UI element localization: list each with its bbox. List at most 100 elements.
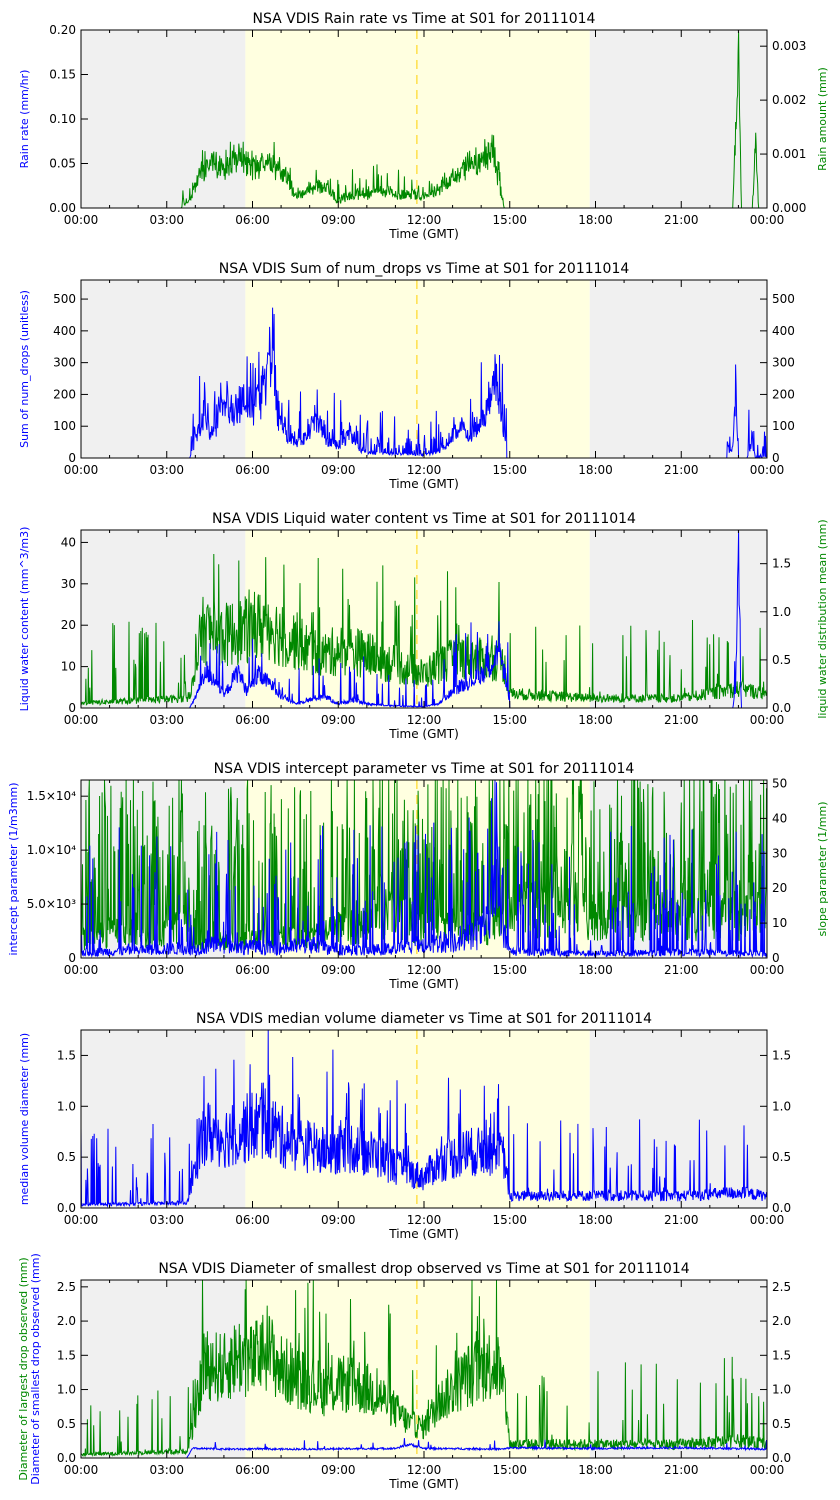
y-left-tick-label: 400 — [53, 324, 76, 338]
y-left-tick-label: 2.5 — [57, 1280, 76, 1294]
y-right-tick-label: 200 — [772, 387, 795, 401]
chart-panel-4: 00:00 03:00 06:00 09:00 12:00 15:00 18:00 21:00… — [7, 761, 829, 991]
y-right-tick-label: 40 — [772, 811, 787, 825]
x-tick-label: 06:00 — [235, 1463, 270, 1477]
y-right-tick-label: 100 — [772, 419, 795, 433]
y-left-tick-label: 0 — [68, 701, 76, 715]
series-line-1 — [80, 1029, 768, 1208]
chart-title: NSA VDIS median volume diameter vs Time … — [196, 1011, 652, 1027]
x-tick-label: 12:00 — [407, 1463, 442, 1477]
x-tick-label: 00:00 — [750, 463, 785, 477]
y-right-tick-label: 400 — [772, 324, 795, 338]
y-right-title: liquid water distribution mean (mm) — [816, 519, 829, 718]
y-left-title: intercept parameter (1/m3mm) — [7, 783, 20, 956]
y-left-tick-label: 100 — [53, 419, 76, 433]
x-tick-label: 15:00 — [492, 713, 527, 727]
chart-panel-3: 00:00 03:00 06:00 09:00 12:00 15:00 18:00 21:00… — [18, 511, 829, 741]
x-tick-label: 18:00 — [578, 213, 613, 227]
y-left-tick-label: 300 — [53, 356, 76, 370]
y-right-tick-label: 30 — [772, 846, 787, 860]
y-right-tick-label: 2.5 — [772, 1280, 791, 1294]
series-line-2 — [80, 779, 768, 959]
y-right-tick-label: 2.0 — [772, 1314, 791, 1328]
chart-title: NSA VDIS Liquid water content vs Time at… — [212, 511, 636, 527]
series-line-2 — [81, 1438, 768, 1459]
chart-panel-1: 00:00 03:00 06:00 09:00 12:00 15:00 18:00 21:00… — [18, 11, 829, 241]
y-right-tick-label: 500 — [772, 292, 795, 306]
x-tick-label: 21:00 — [664, 1213, 699, 1227]
night-shade-morning — [81, 30, 246, 208]
x-tick-label: 00:00 — [750, 713, 785, 727]
x-axis-title: Time (GMT) — [388, 477, 459, 491]
x-tick-label: 21:00 — [664, 713, 699, 727]
y-left-tick-label: 500 — [53, 292, 76, 306]
y-left-tick-label: 0.20 — [49, 23, 76, 37]
series-line-1 — [80, 1279, 768, 1458]
y-left-tick-label: 0.5 — [57, 1417, 76, 1431]
y-left-tick-label: 30 — [61, 577, 76, 591]
chart-title: NSA VDIS Diameter of smallest drop obser… — [158, 1261, 689, 1277]
night-shade-morning — [81, 1030, 246, 1208]
x-tick-label: 15:00 — [492, 1213, 527, 1227]
x-tick-label: 06:00 — [235, 963, 270, 977]
x-tick-label: 00:00 — [750, 1463, 785, 1477]
y-left-tick-label: 0.10 — [49, 112, 76, 126]
y-right-tick-label: 1.5 — [772, 1348, 791, 1362]
night-shade-evening — [589, 1280, 767, 1458]
x-tick-label: 00:00 — [64, 213, 99, 227]
y-right-tick-label: 0.003 — [772, 39, 806, 53]
series-line-1 — [80, 779, 768, 952]
x-axis-title: Time (GMT) — [388, 1227, 459, 1241]
x-tick-label: 06:00 — [235, 213, 270, 227]
chart-title: NSA VDIS Sum of num_drops vs Time at S01… — [219, 261, 630, 277]
x-tick-label: 12:00 — [407, 713, 442, 727]
chart-panel-6: 00:00 03:00 06:00 09:00 12:00 15:00 18:00 21:00… — [17, 1253, 791, 1491]
x-tick-label: 00:00 — [64, 963, 99, 977]
y-right-tick-label: 0 — [772, 951, 780, 965]
x-tick-label: 03:00 — [149, 963, 184, 977]
night-shade-morning — [81, 1280, 246, 1458]
y-left-tick-label: 200 — [53, 387, 76, 401]
x-tick-label: 18:00 — [578, 1463, 613, 1477]
y-left-title: median volume diameter (mm) — [18, 1033, 31, 1205]
y-right-tick-label: 0.0 — [772, 701, 791, 715]
x-tick-label: 18:00 — [578, 463, 613, 477]
x-tick-label: 15:00 — [492, 1463, 527, 1477]
x-tick-label: 00:00 — [750, 1213, 785, 1227]
x-tick-label: 18:00 — [578, 963, 613, 977]
y-left-title: Liquid water content (mm^3/m3) — [18, 527, 31, 712]
night-shade-evening — [589, 1030, 767, 1208]
y-right-title: slope parameter (1/mm) — [816, 801, 829, 936]
y-right-tick-label: 10 — [772, 916, 787, 930]
x-tick-label: 12:00 — [407, 963, 442, 977]
x-tick-label: 03:00 — [149, 213, 184, 227]
x-tick-label: 03:00 — [149, 1213, 184, 1227]
y-left-tick-label: 1.0 — [57, 1099, 76, 1113]
y-right-tick-label: 0.002 — [772, 93, 806, 107]
x-tick-label: 00:00 — [64, 1463, 99, 1477]
y-left-title: Rain rate (mm/hr) — [18, 70, 31, 169]
y-left-tick-label: 5.0×10³ — [27, 897, 76, 911]
chart-title: NSA VDIS intercept parameter vs Time at … — [214, 761, 635, 777]
y-left-tick-label: 0.5 — [57, 1150, 76, 1164]
y-left-tick-label: 0.0 — [57, 1201, 76, 1215]
y-left-tick-label: 20 — [61, 618, 76, 632]
y-right-tick-label: 0.000 — [772, 201, 806, 215]
y-right-tick-label: 1.5 — [772, 557, 791, 571]
x-tick-label: 09:00 — [321, 1463, 356, 1477]
y-left-title: Sum of num_drops (unitless) — [18, 290, 31, 448]
y-right-tick-label: 1.0 — [772, 1099, 791, 1113]
y-right-tick-label: 0 — [772, 451, 780, 465]
y-left-title-outer: Diameter of largest drop observed (mm) — [17, 1257, 30, 1480]
y-left-tick-label: 0 — [68, 951, 76, 965]
x-tick-label: 00:00 — [750, 963, 785, 977]
x-axis-title: Time (GMT) — [388, 727, 459, 741]
x-axis-title: Time (GMT) — [388, 977, 459, 991]
x-tick-label: 00:00 — [64, 713, 99, 727]
x-tick-label: 09:00 — [321, 713, 356, 727]
night-shade-evening — [589, 280, 767, 458]
y-left-tick-label: 0.15 — [49, 68, 76, 82]
x-tick-label: 06:00 — [235, 713, 270, 727]
x-tick-label: 06:00 — [235, 463, 270, 477]
y-right-tick-label: 0.001 — [772, 147, 806, 161]
